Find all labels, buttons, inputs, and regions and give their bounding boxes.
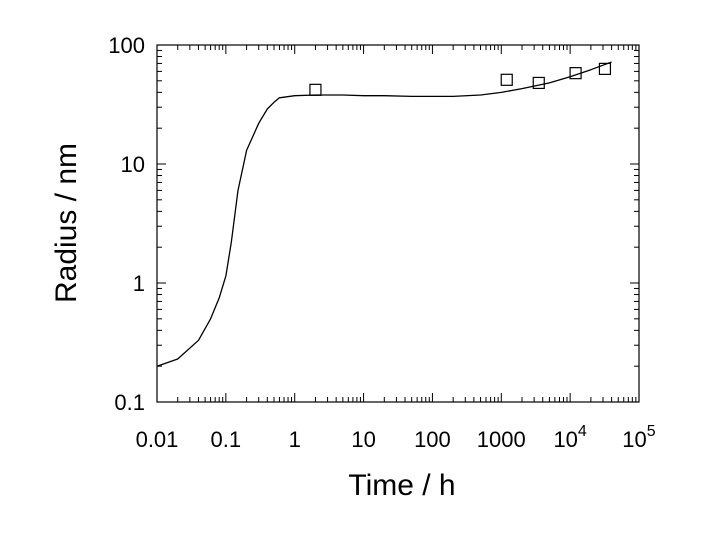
x-tick-labels: 0.01 0.1 1 10 100 1000 104 105 <box>136 423 656 452</box>
x-tick-label: 105 <box>622 423 655 452</box>
y-tick-label: 1 <box>133 271 145 296</box>
data-point <box>532 76 545 90</box>
tick-marks <box>157 45 639 402</box>
data-point <box>309 83 322 96</box>
x-tick-label: 0.01 <box>136 427 179 452</box>
x-tick-label: 100 <box>414 427 451 452</box>
x-tick-label: 1000 <box>477 427 526 452</box>
series-layer <box>156 61 612 367</box>
y-axis-title: Radius / nm <box>50 143 83 303</box>
data-point <box>569 67 582 80</box>
x-axis-title: Time / h <box>348 469 455 502</box>
x-tick-label: 0.1 <box>211 427 242 452</box>
y-tick-label: 100 <box>108 33 145 58</box>
data-point <box>500 73 513 86</box>
x-tick-label: 10 <box>351 427 375 452</box>
plot-frame <box>156 44 640 403</box>
data-point <box>598 62 612 75</box>
x-tick-label: 104 <box>553 423 586 452</box>
x-tick-label: 1 <box>289 427 301 452</box>
y-tick-labels: 0.1 1 10 100 <box>108 33 145 415</box>
y-tick-label: 0.1 <box>114 390 145 415</box>
fit-curve <box>156 61 612 367</box>
y-tick-label: 10 <box>121 152 145 177</box>
